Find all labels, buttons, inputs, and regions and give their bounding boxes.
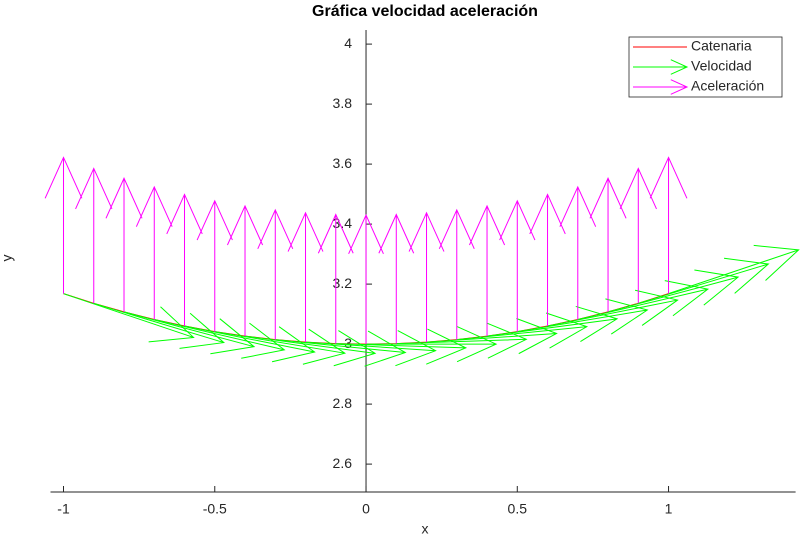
quiver-arrow (214, 328, 347, 365)
quiver-arrow (257, 208, 294, 340)
y-tick-label: 2.6 (333, 455, 353, 471)
quiver-arrow (317, 213, 354, 344)
quiver-arrow (123, 311, 256, 355)
y-tick-label: 3.8 (333, 95, 353, 111)
quiver-arrow (154, 318, 286, 359)
quiver-arrow (499, 199, 536, 332)
quiver-arrow (166, 193, 203, 327)
quiver-arrow (366, 326, 498, 363)
y-axis-label: y (0, 255, 15, 262)
x-axis-label: x (422, 521, 429, 537)
legend-label: Catenaria (691, 38, 752, 54)
quiver-arrow (438, 208, 475, 340)
quiver-arrow (517, 298, 649, 335)
quiver-arrow (378, 213, 415, 344)
quiver-arrow (547, 289, 679, 327)
quiver-arrow (226, 204, 264, 337)
quiver-arrow (244, 330, 377, 367)
quiver-arrow (559, 185, 597, 320)
chart-title: Gráfica velocidad aceleración (312, 3, 538, 20)
quiver-arrow (63, 293, 195, 343)
quiver-arrow (196, 199, 233, 332)
legend-label: Velocidad (691, 58, 752, 74)
x-tick-label: 0 (362, 501, 370, 517)
quiver-arrow (396, 322, 528, 359)
legend-arrow (633, 59, 689, 75)
quiver-arrow (135, 185, 173, 320)
quiver-arrow (93, 302, 226, 349)
quiver-arrow (275, 330, 407, 367)
quiver-arrow (184, 325, 316, 363)
quiver-arrow (486, 305, 619, 343)
quiver-arrow (305, 330, 437, 367)
quiver-arrow (335, 328, 468, 365)
quiver-arrow (44, 156, 83, 294)
y-tick-label: 3.6 (333, 155, 353, 171)
quiver-arrow (668, 244, 800, 295)
x-tick-label: 1 (665, 501, 673, 517)
quiver-arrow (408, 211, 445, 343)
quiver-arrow (75, 167, 113, 304)
quiver-arrow (348, 213, 384, 345)
y-tick-label: 3.2 (333, 275, 353, 291)
quiver-arrow (105, 177, 143, 312)
legend-arrow (633, 79, 689, 95)
quiver-arrow (426, 318, 558, 355)
quiver-arrow (589, 177, 627, 312)
quiver-arrow (638, 257, 770, 304)
quiver-arrow (456, 312, 589, 349)
quiver-arrow (469, 204, 506, 337)
quiver-arrow (577, 280, 710, 320)
legend-label: Aceleración (691, 78, 764, 94)
quiver-arrow (529, 193, 566, 327)
y-tick-label: 2.8 (333, 395, 353, 411)
x-tick-label: -0.5 (203, 501, 227, 517)
y-tick-label: 4 (344, 35, 352, 51)
x-tick-label: 0.5 (508, 501, 528, 517)
quiver-arrow (607, 269, 740, 313)
quiver-arrow (619, 167, 657, 304)
quiver-arrow (649, 156, 688, 294)
x-tick-label: -1 (57, 501, 70, 517)
y-tick-label: 3 (344, 335, 352, 351)
quiver-arrow (287, 211, 324, 343)
